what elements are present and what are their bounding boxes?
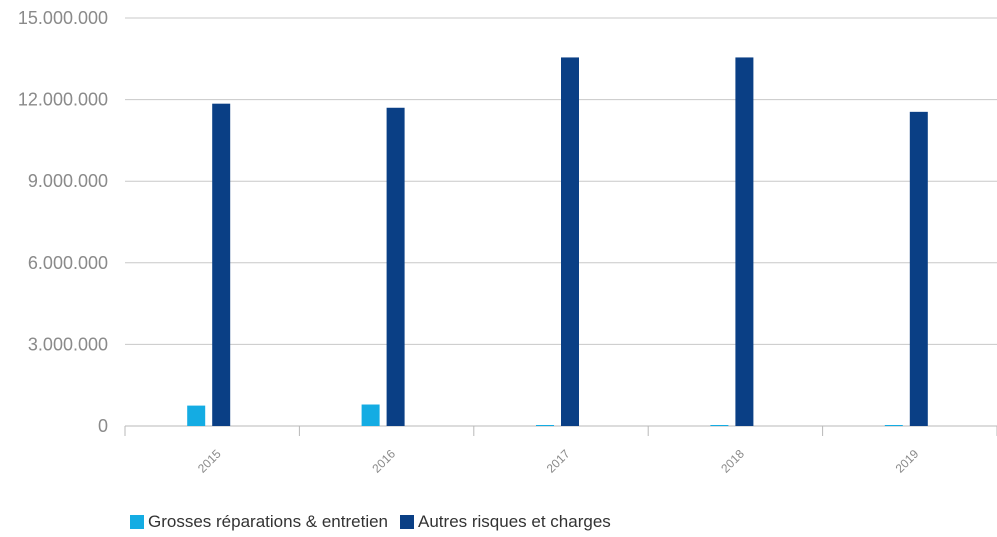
y-tick-label: 0 [98, 416, 108, 436]
y-tick-label: 12.000.000 [18, 90, 108, 110]
y-tick-label: 3.000.000 [28, 334, 108, 354]
bar-autres-risques-2015 [212, 103, 231, 427]
y-tick-label: 6.000.000 [28, 253, 108, 273]
legend-item-autres-risques: Autres risques et charges [400, 512, 611, 532]
legend: Grosses réparations & entretien Autres r… [130, 512, 617, 532]
bar-grosses-reparations-2018 [710, 425, 729, 426]
legend-swatch-autres-risques [400, 515, 415, 529]
bar-autres-risques-2018 [735, 57, 754, 426]
x-tick-label: 2019 [893, 447, 922, 476]
bar-autres-risques-2019 [909, 111, 928, 426]
legend-label-autres-risques: Autres risques et charges [418, 512, 611, 531]
x-tick-label: 2017 [544, 447, 573, 476]
legend-swatch-grosses-reparations [130, 515, 144, 529]
bar-autres-risques-2016 [386, 107, 405, 426]
bar-grosses-reparations-2019 [884, 425, 903, 426]
x-tick-label: 2018 [718, 447, 747, 476]
y-tick-label: 9.000.000 [28, 171, 108, 191]
bar-autres-risques-2017 [561, 57, 579, 426]
bar-grosses-reparations-2015 [187, 405, 206, 426]
legend-item-grosses-reparations: Grosses réparations & entretien [130, 512, 388, 532]
x-tick-label: 2016 [369, 447, 398, 476]
bar-grosses-reparations-2016 [361, 404, 380, 426]
bar-grosses-reparations-2017 [536, 425, 554, 426]
y-tick-label: 15.000.000 [18, 8, 108, 28]
x-tick-label: 2015 [195, 447, 224, 476]
legend-label-grosses-reparations: Grosses réparations & entretien [148, 512, 389, 531]
